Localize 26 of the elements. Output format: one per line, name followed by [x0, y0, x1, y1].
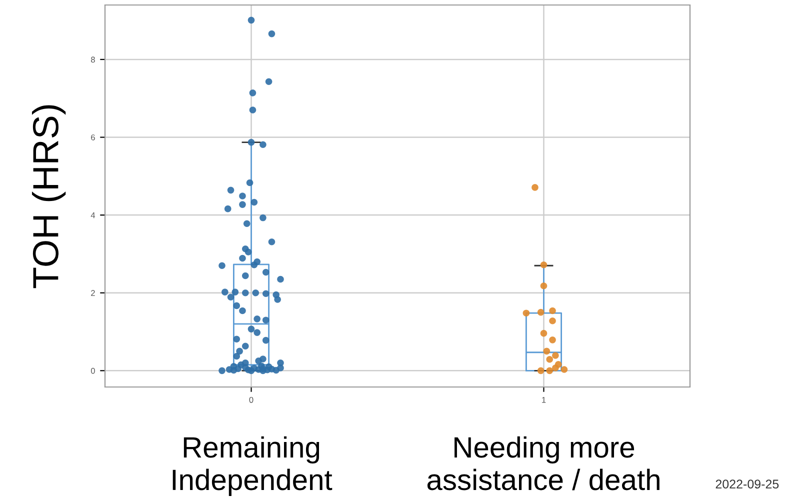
- y-tick-label: 0: [90, 368, 95, 374]
- point: [540, 282, 548, 290]
- text: Needing more assistance / death: [427, 436, 660, 490]
- y-tick-label: 6: [91, 134, 95, 140]
- point: [540, 330, 548, 337]
- point: [537, 367, 544, 374]
- text: Remaining Independent: [172, 436, 332, 496]
- point: [522, 310, 530, 316]
- point: [549, 317, 556, 324]
- point: [549, 336, 556, 344]
- point: [537, 308, 544, 316]
- point: [546, 356, 553, 363]
- point: [532, 184, 538, 191]
- point: [552, 364, 559, 372]
- y-tick-label: 8: [91, 56, 95, 63]
- text: 2022-09-25: [716, 480, 779, 489]
- y-tick-label: 4: [90, 212, 96, 218]
- point: [546, 367, 553, 374]
- y-axis-title: TOH (HRS): [32, 105, 66, 288]
- point: [540, 261, 548, 268]
- point: [552, 352, 559, 359]
- point: [543, 348, 550, 355]
- y-tick-label: 2: [91, 290, 95, 296]
- point: [560, 366, 568, 373]
- x-tick-label: 1: [542, 397, 546, 403]
- point: [549, 307, 556, 314]
